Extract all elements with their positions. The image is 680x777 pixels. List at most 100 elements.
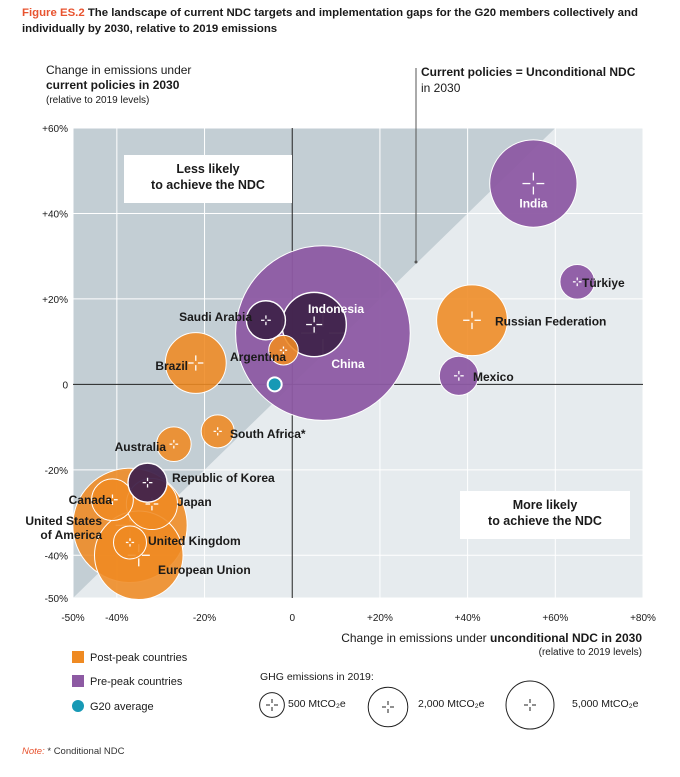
legend-swatch-post-peak xyxy=(72,651,84,663)
note-label: Note: xyxy=(22,746,45,757)
crosshair-t-rkiye xyxy=(572,277,582,287)
x-tick-label: +60% xyxy=(542,613,568,624)
label-european-union: European Union xyxy=(158,563,251,577)
crosshair-australia xyxy=(169,439,179,449)
x-axis-label-bold: unconditional NDC in 2030 xyxy=(489,631,642,645)
size-legend-circle-5000 xyxy=(505,680,555,730)
label-japan: Japan xyxy=(177,495,212,509)
label-russian-federation: Russian Federation xyxy=(495,314,606,328)
crosshair-mexico xyxy=(453,370,464,381)
y-tick-label: 0 xyxy=(62,380,68,391)
size-legend-500-label: 500 MtCO₂e xyxy=(288,698,346,710)
size-legend-2000-label: 2,000 MtCO₂e xyxy=(418,698,485,710)
x-tick-label: 0 xyxy=(289,613,295,624)
x-tick-label: -20% xyxy=(193,613,216,624)
crosshair-india xyxy=(522,172,545,195)
bubble-united-kingdom xyxy=(113,525,147,560)
x-tick-label: +20% xyxy=(367,613,393,624)
label-usa-line2: of America xyxy=(40,528,102,542)
bubble-t-rkiye xyxy=(559,264,596,300)
bubble-brazil xyxy=(164,332,227,394)
size-legend-crosshair-2000 xyxy=(382,701,394,713)
label-brazil: Brazil xyxy=(155,359,188,373)
more-likely-box: More likely to achieve the NDC xyxy=(460,491,630,539)
legend-post-peak-label: Post-peak countries xyxy=(90,652,188,664)
bubble-india xyxy=(489,139,578,228)
bubble-canada xyxy=(91,478,134,522)
legend-pre-peak-label: Pre-peak countries xyxy=(90,676,183,688)
y-axis-label-line1: Change in emissions under xyxy=(46,63,192,77)
label-usa-line1: United States xyxy=(25,514,102,528)
more-likely-line1: More likely xyxy=(512,498,578,512)
y-axis-label-line3: (relative to 2019 levels) xyxy=(46,95,150,106)
bubble-russian-federation xyxy=(436,284,508,357)
note-text: * Conditional NDC xyxy=(47,746,125,757)
bubble-australia xyxy=(156,426,192,462)
size-legend-5000-label: 5,000 MtCO₂e xyxy=(572,698,639,710)
more-likely-line2: to achieve the NDC xyxy=(488,514,602,528)
bubble-south-africa xyxy=(200,414,235,449)
y-axis-label-line2: current policies in 2030 xyxy=(46,78,180,92)
y-tick-label: +20% xyxy=(42,295,68,306)
label-canada: Canada xyxy=(69,493,113,507)
legend-post-peak: Post-peak countries xyxy=(72,651,187,665)
crosshair-argentina xyxy=(279,346,288,354)
label-turkiye: Türkiye xyxy=(582,276,625,290)
crosshair-russian-federation xyxy=(463,311,481,330)
label-saudi-arabia: Saudi Arabia xyxy=(179,310,252,324)
label-indonesia: Indonesia xyxy=(308,302,364,316)
x-tick-label: +80% xyxy=(630,613,656,624)
y-tick-label: +40% xyxy=(42,209,68,220)
crosshair-canada xyxy=(107,494,118,505)
x-axis-label-line1: Change in emissions under unconditional … xyxy=(341,631,642,646)
size-legend-title: GHG emissions in 2019: xyxy=(260,671,374,683)
less-likely-line2: to achieve the NDC xyxy=(151,178,265,192)
crosshair-brazil xyxy=(188,355,204,371)
size-legend-crosshair-5000 xyxy=(524,699,536,711)
bubble-republic-of-korea xyxy=(127,462,168,503)
diagonal-annotation-plain: in 2030 xyxy=(421,81,461,95)
bubble-argentina xyxy=(268,334,299,366)
legend-swatch-g20 xyxy=(72,700,84,712)
size-legend-circle-500 xyxy=(259,692,285,718)
note: Note: * Conditional NDC xyxy=(22,746,124,757)
legend-g20: G20 average xyxy=(72,700,154,714)
label-australia: Australia xyxy=(115,440,167,454)
x-tick-label: +40% xyxy=(455,613,481,624)
y-tick-label: +60% xyxy=(42,124,68,135)
size-legend-circle-2000 xyxy=(367,686,409,728)
x-axis-label-plain: Change in emissions under xyxy=(341,631,490,645)
crosshair-saudi-arabia xyxy=(261,315,271,326)
diagonal-annotation-bold: Current policies = Unconditional NDC xyxy=(421,65,636,79)
less-likely-box: Less likely to achieve the NDC xyxy=(124,155,292,203)
legend-pre-peak: Pre-peak countries xyxy=(72,675,182,689)
y-tick-label: -20% xyxy=(45,466,68,477)
x-tick-label: -40% xyxy=(105,613,128,624)
bubble-saudi-arabia xyxy=(245,300,287,341)
label-china: China xyxy=(331,357,365,371)
label-south-africa: South Africa* xyxy=(230,427,306,441)
x-axis-label-line2: (relative to 2019 levels) xyxy=(538,647,642,658)
crosshair-south-africa xyxy=(213,427,222,436)
y-tick-label: -50% xyxy=(45,594,68,605)
less-likely-line1: Less likely xyxy=(176,162,240,176)
label-united-kingdom: United Kingdom xyxy=(148,534,241,548)
figure-title-text: The landscape of current NDC targets and… xyxy=(22,7,638,35)
label-india: India xyxy=(519,197,547,211)
label-mexico: Mexico xyxy=(473,370,514,384)
legend-g20-label: G20 average xyxy=(90,701,154,713)
figure-title: Figure ES.2 The landscape of current NDC… xyxy=(22,5,658,37)
label-argentina: Argentina xyxy=(230,350,286,364)
figure-label: Figure ES.2 xyxy=(22,7,85,19)
size-legend-crosshair-500 xyxy=(266,699,278,711)
g20-average-marker xyxy=(266,376,283,393)
crosshair-united-kingdom xyxy=(125,538,135,547)
x-tick-label: -50% xyxy=(61,613,84,624)
crosshair-republic-of-korea xyxy=(142,477,153,488)
label-republic-of-korea: Republic of Korea xyxy=(172,471,275,485)
diagonal-leader-dot xyxy=(414,260,418,264)
y-tick-label: -40% xyxy=(45,551,68,562)
legend-swatch-pre-peak xyxy=(72,675,84,687)
crosshair-indonesia xyxy=(306,316,323,333)
